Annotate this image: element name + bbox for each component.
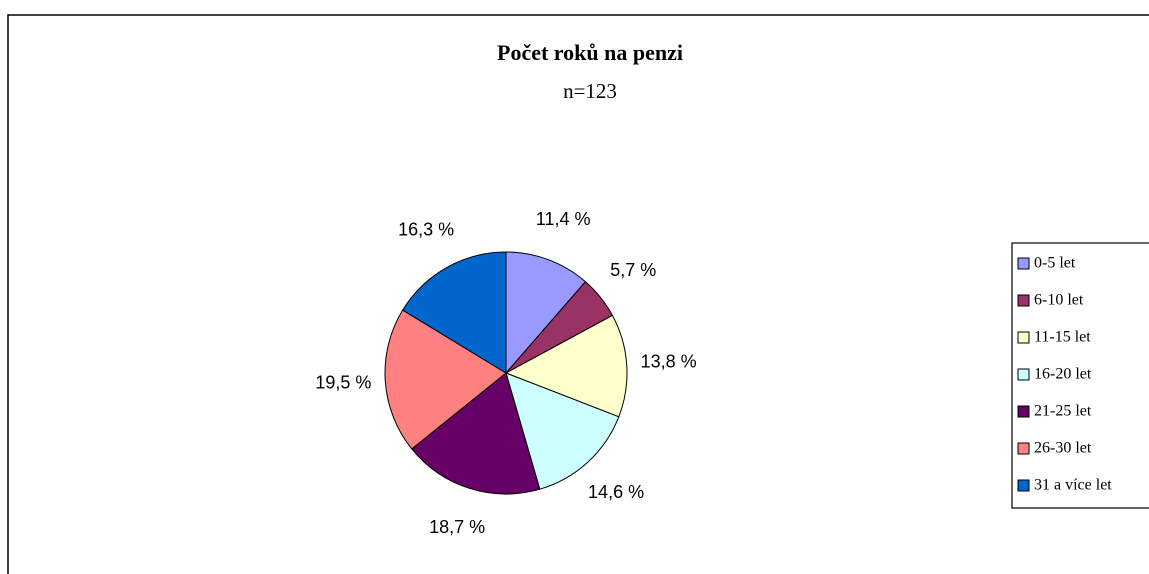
pie-slice xyxy=(505,251,587,375)
pie-slice xyxy=(411,372,541,495)
legend-swatch xyxy=(1017,368,1030,381)
data-label: 18,7 % xyxy=(429,517,485,537)
pie-slice xyxy=(504,314,628,418)
data-label: 14,6 % xyxy=(588,482,644,502)
legend-label: 11-15 let xyxy=(1034,329,1091,346)
data-label: 19,5 % xyxy=(315,372,371,392)
legend-label: 6-10 let xyxy=(1034,292,1084,309)
pie-slice xyxy=(401,251,507,374)
legend-swatch xyxy=(1017,479,1030,492)
legend-label: 16-20 let xyxy=(1034,366,1092,383)
pie-slice xyxy=(384,309,507,450)
legend-swatch xyxy=(1017,331,1030,344)
data-label: 13,8 % xyxy=(641,352,697,372)
legend-swatch xyxy=(1017,442,1030,455)
data-label: 16,3 % xyxy=(398,220,454,240)
legend-swatch xyxy=(1017,405,1030,418)
chart-subtitle: n=123 xyxy=(563,79,617,103)
data-label: 11,4 % xyxy=(536,209,591,229)
pie-slice xyxy=(505,372,620,490)
legend-label: 21-25 let xyxy=(1034,403,1092,420)
legend-swatch xyxy=(1017,294,1030,307)
legend-label: 26-30 let xyxy=(1034,440,1092,457)
data-label: 5,7 % xyxy=(610,260,656,280)
legend-label: 0-5 let xyxy=(1034,255,1076,272)
legend-box xyxy=(1011,242,1149,509)
legend-label: 31 a více let xyxy=(1034,477,1112,494)
chart-title: Počet roků na penzi xyxy=(497,40,683,65)
legend-swatch xyxy=(1017,257,1030,270)
